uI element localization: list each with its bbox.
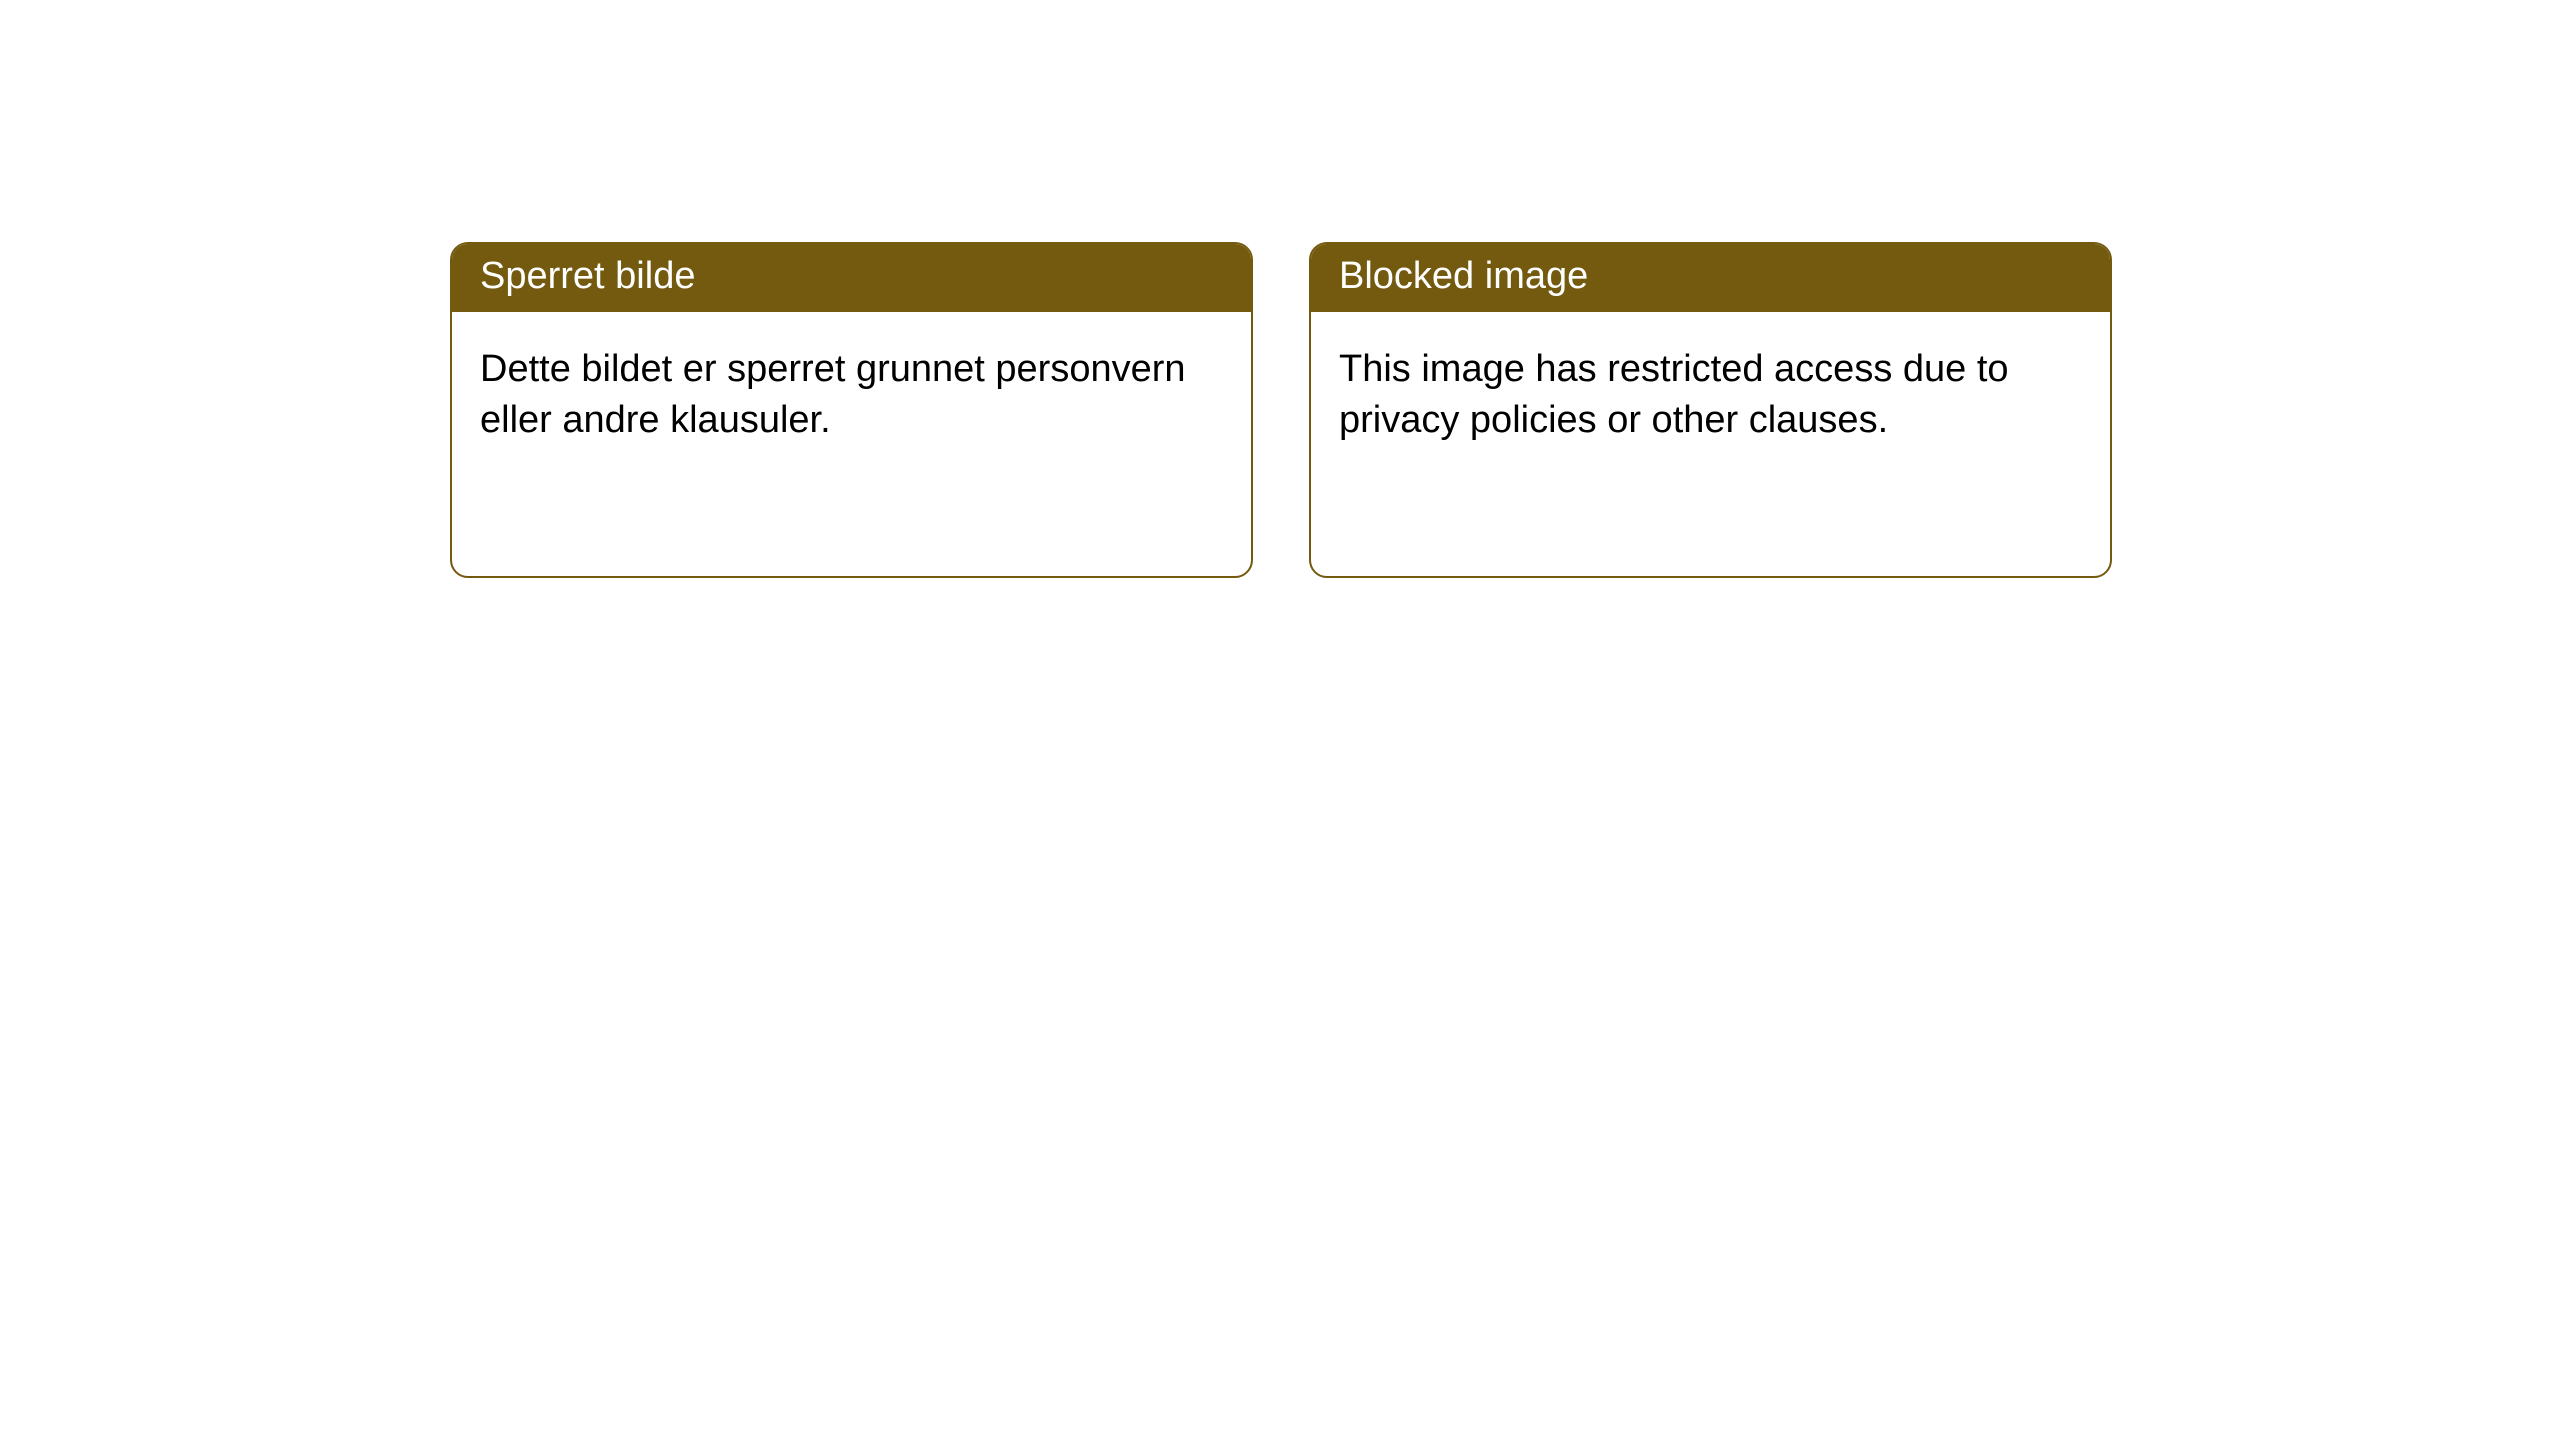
notice-body: Dette bildet er sperret grunnet personve… [452,312,1251,479]
notice-card-norwegian: Sperret bilde Dette bildet er sperret gr… [450,242,1253,578]
notice-container: Sperret bilde Dette bildet er sperret gr… [0,0,2560,578]
notice-title: Sperret bilde [452,244,1251,312]
notice-body: This image has restricted access due to … [1311,312,2110,479]
notice-title: Blocked image [1311,244,2110,312]
notice-card-english: Blocked image This image has restricted … [1309,242,2112,578]
